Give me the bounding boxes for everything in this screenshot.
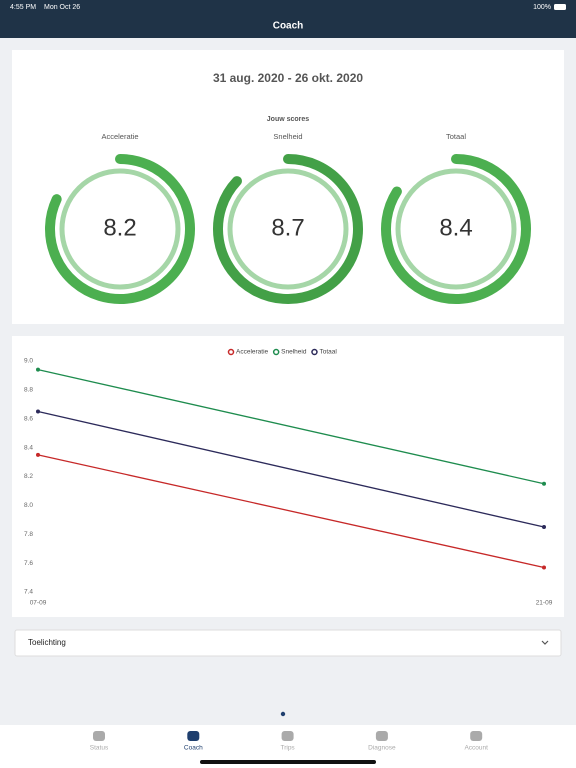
legend-marker [311,348,318,356]
explanation-panel[interactable] [14,629,562,657]
legend-marker [272,348,280,356]
tab-label[interactable]: Account [464,745,488,752]
y-tick-label: 7.8 [24,531,33,538]
status-date: Mon Oct 26 [44,4,80,11]
series-point [542,481,546,486]
explanation-title: Toelichting [28,638,66,647]
tab-icon[interactable] [187,731,200,741]
gauge-arc [213,154,363,304]
scores-card [12,50,564,324]
gauge-label: Totaal [446,132,466,141]
gauge-arc [45,154,195,304]
series-point [36,452,40,457]
legend-marker [227,348,235,356]
y-tick-label: 8.6 [24,415,33,422]
scores-heading: Jouw scores [267,116,310,123]
gauge-inner-ring [395,168,517,290]
gauge-value: 8.4 [439,214,472,241]
y-tick-label: 8.0 [24,502,33,509]
series-point [36,367,40,372]
series-line [37,410,545,528]
chevron [541,640,549,645]
series-line [37,454,545,569]
gauge-label: Acceleratie [101,132,138,141]
gauge-value: 8.7 [271,214,304,241]
legend-label: Snelheid [281,349,307,356]
y-tick-label: 8.2 [24,473,33,480]
tab-label[interactable]: Trips [280,745,295,752]
tab-icon[interactable] [470,731,483,741]
tab-label[interactable]: Diagnose [368,745,396,752]
series-point [542,565,546,570]
series-point [36,409,40,414]
gauge-label: Snelheid [273,132,302,141]
battery-icon [554,4,566,10]
period: 31 aug. 2020 - 26 okt. 2020 [213,71,363,85]
legend-label: Acceleratie [236,349,269,356]
gauge-inner-ring [227,168,349,290]
series-line [37,369,545,485]
y-tick-label: 7.6 [24,560,33,567]
gauge-value: 8.2 [103,214,136,241]
gauge-inner-ring [59,168,181,290]
status-time: 4:55 PM [10,4,36,11]
tab-icon[interactable] [375,731,388,741]
y-tick-label: 7.4 [24,589,33,596]
nav-title: Coach [273,21,304,32]
legend-label: Totaal [319,349,337,356]
chart-card [12,336,564,617]
home-indicator [200,760,376,764]
tab-icon[interactable] [93,731,105,741]
tab-label[interactable]: Status [90,745,109,752]
y-tick-label: 8.8 [24,387,33,394]
y-tick-label: 9.0 [24,358,33,365]
y-tick-label: 8.4 [24,444,33,451]
series-point [542,525,546,530]
tab-icon[interactable] [281,731,294,741]
header-bg [0,0,576,38]
status-battery: 100% [533,4,551,11]
gauge-arc [381,154,531,304]
tab-label[interactable]: Coach [184,745,203,752]
page-dot [280,711,286,717]
x-tick-label: 21-09 [536,600,553,607]
x-tick-label: 07-09 [30,600,47,607]
